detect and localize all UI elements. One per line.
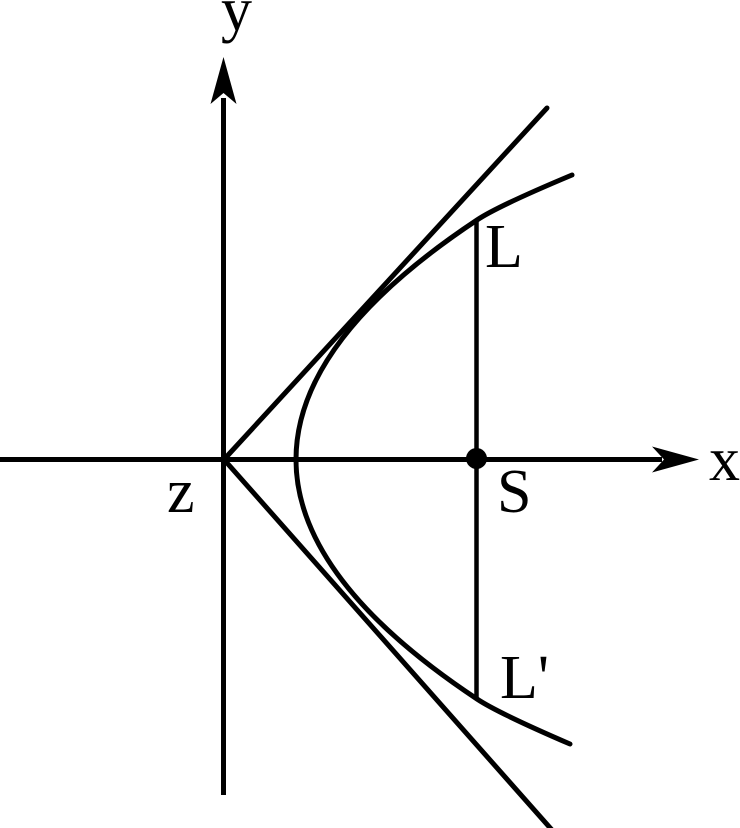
tangent-line-upper xyxy=(221,105,550,462)
latus-lower-label: L' xyxy=(500,644,549,712)
parabola-curve xyxy=(293,172,575,747)
latus-upper-label: L xyxy=(485,213,523,281)
y-axis-label: y xyxy=(221,0,252,44)
focus-point xyxy=(466,448,487,469)
x-axis-arrowhead-icon xyxy=(652,446,699,473)
y-axis-arrowhead-icon xyxy=(210,57,237,104)
x-axis-label: x xyxy=(709,426,740,494)
origin-label: z xyxy=(167,458,195,526)
focus-label: S xyxy=(497,458,531,526)
tangent-line-lower xyxy=(221,457,554,828)
